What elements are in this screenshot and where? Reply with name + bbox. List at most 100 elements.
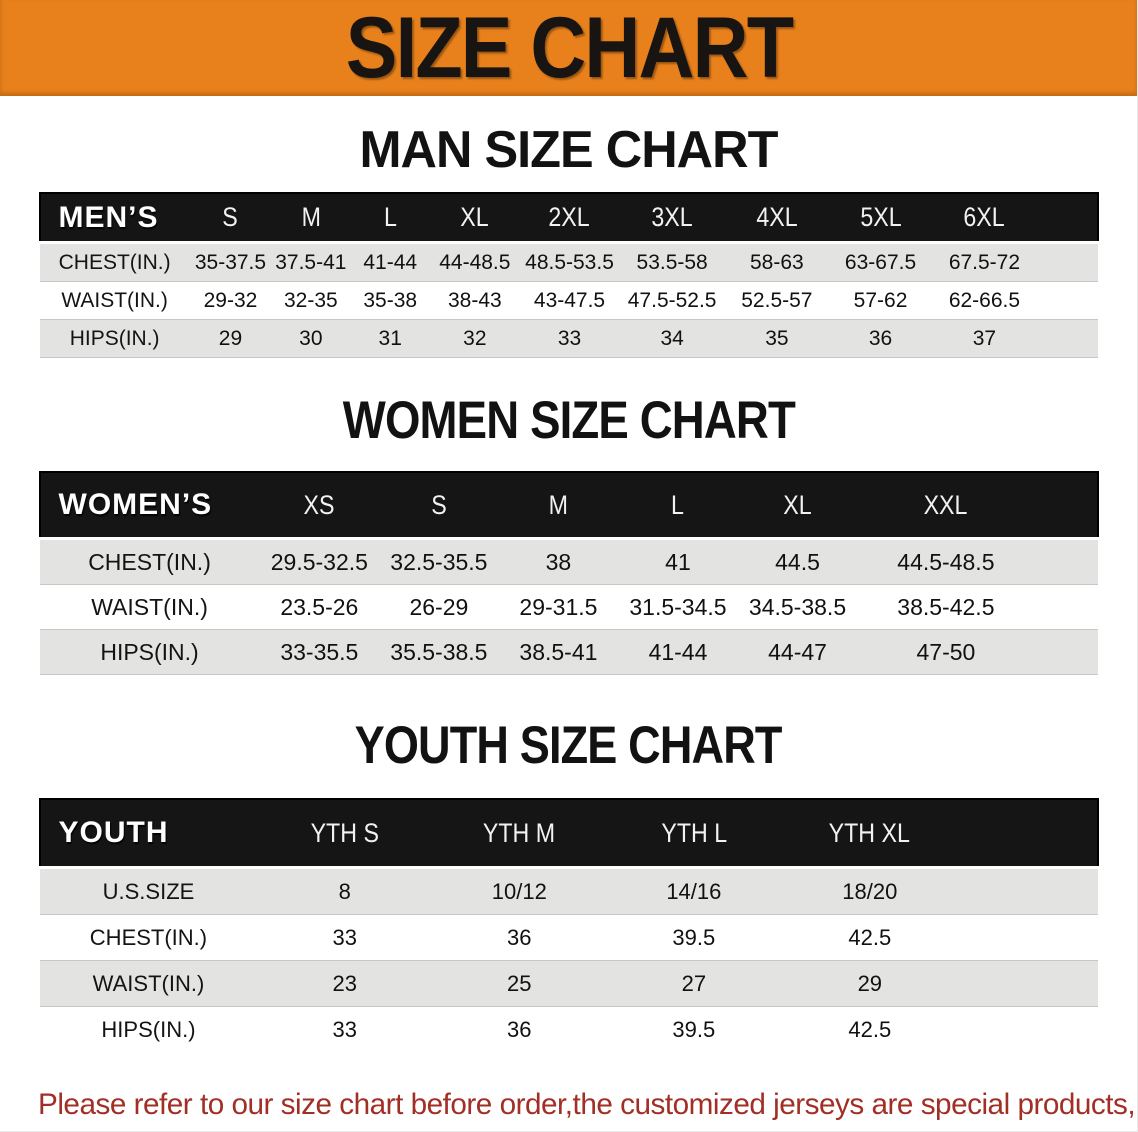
table-cell: 32-35 <box>271 281 351 320</box>
table-cell: 27 <box>606 960 782 1007</box>
row-label: CHEST(IN.) <box>39 242 190 282</box>
table-cell: 29 <box>781 960 1098 1007</box>
table-cell: 31.5-34.5 <box>618 584 738 630</box>
women-size-col-header-text: XL <box>783 489 812 520</box>
youth-size-col-header: YTH S <box>257 798 432 869</box>
table-cell: 30 <box>271 319 351 358</box>
table-cell: 26-29 <box>379 584 499 630</box>
youth-size-col-header-text: YTH S <box>310 817 379 848</box>
table-cell: 35-38 <box>350 281 430 320</box>
youth-size-col-header: YTH M <box>432 798 607 869</box>
women-size-col-header-text: S <box>431 489 447 520</box>
table-cell: 14/16 <box>606 867 782 915</box>
women-chest-row: CHEST(IN.) 29.5-32.5 32.5-35.5 38 41 44.… <box>39 538 1098 585</box>
men-size-col-header: L <box>350 192 430 244</box>
table-cell: 36 <box>432 1006 607 1052</box>
table-cell: 18/20 <box>781 867 1098 915</box>
row-label: U.S.SIZE <box>39 867 258 915</box>
table-cell: 23 <box>257 960 432 1007</box>
table-cell: 38.5-42.5 <box>857 584 1098 630</box>
order-policy-note: Please refer to our size chart before or… <box>0 1080 1137 1131</box>
table-cell: 25 <box>432 960 607 1007</box>
banner: SIZE CHART <box>0 0 1137 96</box>
table-cell: 63-67.5 <box>828 242 933 282</box>
men-table-brand: MEN’S <box>38 192 190 244</box>
women-section-title-text: WOMEN SIZE CHART <box>342 391 795 450</box>
youth-size-col-header: YTH L <box>606 798 782 869</box>
table-cell: 41-44 <box>350 242 430 282</box>
table-cell: 44.5-48.5 <box>857 538 1098 585</box>
men-size-col-header: S <box>189 192 272 244</box>
row-label: HIPS(IN.) <box>39 319 190 358</box>
women-size-col-header: XXL <box>857 471 1099 540</box>
table-cell: 31 <box>350 319 430 358</box>
table-cell: 62-66.5 <box>932 281 1098 320</box>
women-waist-row: WAIST(IN.) 23.5-26 26-29 29-31.5 31.5-34… <box>39 584 1098 630</box>
youth-chest-row: CHEST(IN.) 33 36 39.5 42.5 <box>39 914 1098 961</box>
men-size-table: MEN’S S M L XL 2XL 3XL 4XL 5XL 6XL CHEST… <box>38 192 1099 358</box>
table-cell: 58-63 <box>725 242 829 282</box>
youth-waist-row: WAIST(IN.) 23 25 27 29 <box>39 960 1098 1007</box>
men-waist-row: WAIST(IN.) 29-32 32-35 35-38 38-43 43-47… <box>39 281 1098 320</box>
youth-table-brand: YOUTH <box>38 798 258 869</box>
women-table-header-row: WOMEN’S XS S M L XL XXL <box>38 471 1099 540</box>
table-cell: 47-50 <box>857 629 1098 675</box>
women-size-col-header: XS <box>259 471 380 540</box>
men-size-col-header: XL <box>429 192 520 244</box>
table-cell: 37.5-41 <box>271 242 351 282</box>
table-cell: 33 <box>257 914 432 961</box>
youth-size-col-header: YTH XL <box>781 798 1099 869</box>
table-cell: 36 <box>828 319 933 358</box>
men-section-title: MAN SIZE CHART <box>0 124 1137 176</box>
table-cell: 29 <box>189 319 272 358</box>
table-cell: 34 <box>619 319 726 358</box>
youth-hips-row: HIPS(IN.) 33 36 39.5 42.5 <box>39 1006 1098 1052</box>
table-cell: 37 <box>932 319 1098 358</box>
men-size-col-header: 6XL <box>932 192 1099 244</box>
men-size-col-header: 5XL <box>828 192 933 244</box>
men-size-col-header-text: 4XL <box>756 202 798 232</box>
men-size-col-header-text: 5XL <box>859 202 902 232</box>
women-size-col-header: S <box>379 471 499 540</box>
men-hips-row: HIPS(IN.) 29 30 31 32 33 34 35 36 37 <box>39 319 1098 358</box>
men-section-title-text: MAN SIZE CHART <box>359 121 779 179</box>
men-size-col-header: 4XL <box>725 192 829 244</box>
men-size-col-header: M <box>271 192 351 244</box>
table-cell: 35-37.5 <box>189 242 272 282</box>
youth-section-title-text: YOUTH SIZE CHART <box>355 716 783 775</box>
men-size-col-header-text: L <box>383 202 397 232</box>
women-size-col-header: XL <box>737 471 858 540</box>
table-cell: 10/12 <box>432 867 607 915</box>
men-size-col-header: 3XL <box>619 192 726 244</box>
youth-size-col-header-text: YTH XL <box>828 817 910 848</box>
row-label: WAIST(IN.) <box>39 584 260 630</box>
table-cell: 53.5-58 <box>619 242 726 282</box>
table-cell: 39.5 <box>606 1006 782 1052</box>
table-cell: 23.5-26 <box>259 584 380 630</box>
youth-size-col-header-text: YTH L <box>660 817 727 848</box>
men-table-header-row: MEN’S S M L XL 2XL 3XL 4XL 5XL 6XL <box>38 192 1099 244</box>
women-size-col-header-text: XS <box>303 489 335 520</box>
row-label: WAIST(IN.) <box>39 281 190 320</box>
table-cell: 41 <box>618 538 738 585</box>
table-cell: 44.5 <box>737 538 858 585</box>
table-cell: 35.5-38.5 <box>379 629 499 675</box>
men-size-col-header-text: XL <box>460 202 490 232</box>
table-cell: 44-47 <box>737 629 858 675</box>
youth-table-header-row: YOUTH YTH S YTH M YTH L YTH XL <box>38 798 1099 869</box>
order-policy-note-line1: Please refer to our size chart before or… <box>38 1088 1136 1121</box>
table-cell: 29-32 <box>189 281 272 320</box>
row-label: CHEST(IN.) <box>39 914 258 961</box>
table-cell: 42.5 <box>781 914 1098 961</box>
men-size-col-header-text: M <box>301 202 321 232</box>
men-size-col-header: 2XL <box>519 192 620 244</box>
table-cell: 32 <box>429 319 520 358</box>
women-size-table: WOMEN’S XS S M L XL XXL CHEST(IN.) 29.5-… <box>38 471 1099 675</box>
youth-size-table: YOUTH YTH S YTH M YTH L YTH XL U.S.SIZE … <box>38 798 1099 1052</box>
table-cell: 36 <box>432 914 607 961</box>
table-cell: 33 <box>257 1006 432 1052</box>
table-cell: 48.5-53.5 <box>519 242 620 282</box>
row-label: HIPS(IN.) <box>39 1006 258 1052</box>
row-label: WAIST(IN.) <box>39 960 258 1007</box>
table-cell: 38-43 <box>429 281 520 320</box>
